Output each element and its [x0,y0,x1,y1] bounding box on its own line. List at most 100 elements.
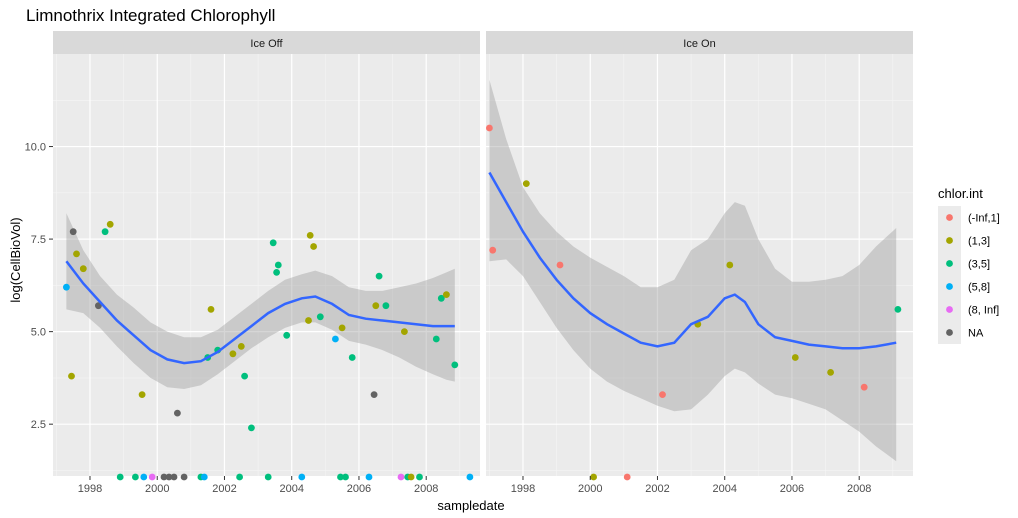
data-point [95,302,102,310]
data-point [791,354,799,361]
data-point [407,473,415,481]
smooth-line [65,260,455,365]
data-point [106,220,114,228]
data-point [556,261,564,269]
data-point [342,473,349,481]
data-point [372,302,380,310]
data-point [726,261,734,269]
y-tick-label: 5.0 [31,327,46,339]
data-point [207,306,215,313]
data-point [348,354,356,361]
data-point [170,473,178,481]
legend-label: (8, Inf] [968,305,999,317]
x-tick-label: 2006 [347,483,371,495]
chart-title: Limnothrix Integrated Chlorophyll [26,6,275,25]
data-point [486,124,493,132]
data-point [382,302,390,310]
data-point [375,272,383,280]
legend-item: NA [938,321,984,344]
panel-background [53,54,480,476]
legend-swatch [946,329,953,336]
smooth-line [488,171,897,350]
legend-label: NA [968,328,984,340]
data-point [437,294,445,302]
data-point [860,383,868,391]
legend-swatch [946,283,953,290]
x-tick-label: 2004 [712,483,736,495]
legend: chlor.int (-Inf,1] (1,3] (3,5] (5,8] (8, Inf… [938,186,1000,344]
data-point [827,369,834,376]
facet-strip [486,31,913,54]
legend-item: (1,3] [938,229,990,252]
data-point [305,317,312,324]
legend-swatch [946,306,953,313]
data-point [443,291,450,298]
legend-swatch [946,237,953,244]
facet-panel: Ice On 1998 2000 2002 2004 2006 2008 [486,31,913,495]
legend-item: (3,5] [938,252,990,275]
data-point [401,328,408,335]
y-tick-label: 2.5 [31,419,46,431]
x-tick-label: 2000 [578,483,602,495]
data-point [148,473,156,481]
x-tick-label: 2002 [212,483,236,495]
data-point [63,283,70,291]
data-point [332,335,339,343]
legend-label: (1,3] [968,236,990,248]
x-tick-label: 1998 [78,483,102,495]
data-point [269,239,277,247]
data-point [273,269,280,276]
facet-strip-label: Ice Off [250,38,283,50]
data-point [306,232,314,239]
data-point [466,473,474,481]
data-point [365,473,373,481]
data-point [432,335,440,343]
legend-item: (-Inf,1] [938,206,1000,229]
data-point [229,350,237,358]
data-point [140,473,148,481]
x-tick-label: 2008 [847,483,871,495]
legend-swatch [946,260,953,267]
data-point [237,343,245,350]
data-point [489,246,497,254]
legend-swatch [946,214,953,221]
x-tick-label: 2002 [645,483,669,495]
data-point [274,261,282,269]
x-tick-label: 2008 [414,483,438,495]
data-point [101,228,109,236]
data-point [659,391,666,398]
x-axis-title: sampledate [437,498,504,513]
legend-item: (8, Inf] [938,298,999,321]
data-point [69,228,77,236]
data-point [73,250,80,258]
data-point [298,473,306,481]
x-tick-label: 2004 [279,483,303,495]
legend-item: (5,8] [938,275,990,298]
data-point [590,473,597,481]
facet-panel: Ice Off 1998 2000 2002 2004 2006 2008 2.5 5.0 7.5… [25,31,480,495]
data-point [241,372,249,380]
data-point [138,391,146,398]
y-tick-label: 7.5 [31,234,46,246]
data-point [79,265,87,273]
data-point [283,331,291,339]
x-tick-label: 2000 [145,483,169,495]
data-point [522,180,530,188]
data-point [370,391,378,398]
data-point [174,409,181,417]
data-point [236,473,244,481]
data-point [310,243,317,250]
data-point [337,473,344,481]
data-point [416,473,423,481]
data-point [116,473,124,481]
data-point [316,313,324,321]
x-tick-label: 1998 [511,483,535,495]
data-point [248,424,255,432]
legend-label: (3,5] [968,259,990,271]
data-point [894,306,902,313]
data-point [68,372,75,380]
facet-strip [53,31,480,54]
legend-label: (-Inf,1] [968,213,1000,225]
facet-strip-label: Ice On [683,38,715,50]
data-point [160,473,168,481]
